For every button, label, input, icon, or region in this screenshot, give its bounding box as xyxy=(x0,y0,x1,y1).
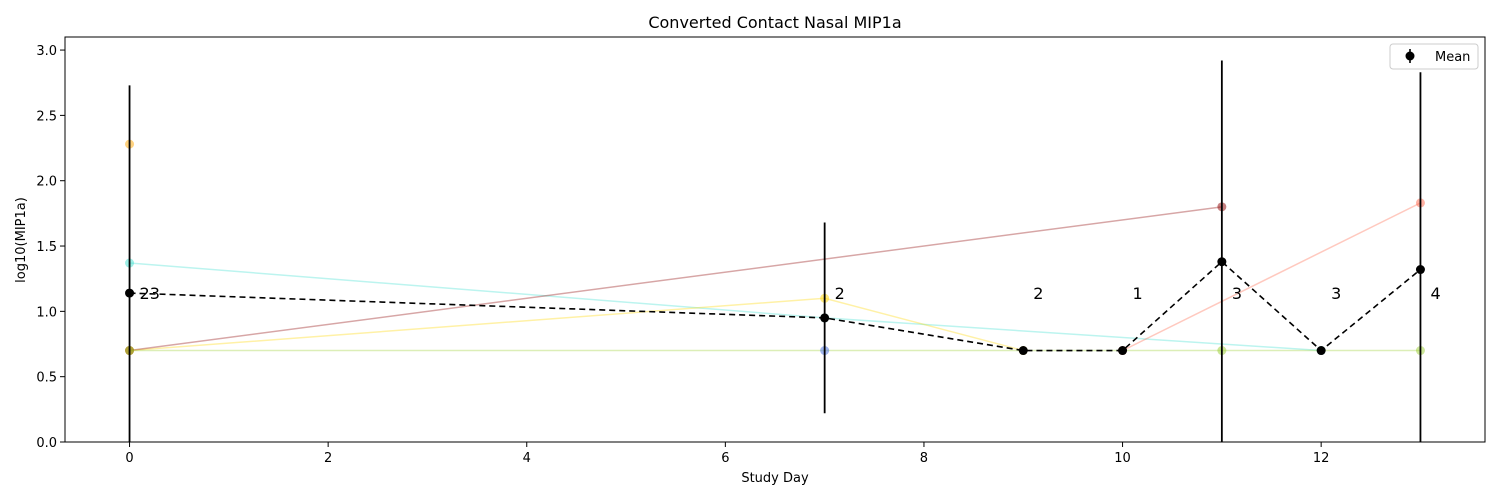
y-tick-label-0: 0.0 xyxy=(36,436,57,451)
mean-line xyxy=(129,260,1421,352)
mean-point-0 xyxy=(125,288,135,298)
mean-point-6 xyxy=(1415,265,1425,275)
legend-mean-marker xyxy=(1405,51,1415,61)
count-label-3: 1 xyxy=(1133,284,1143,303)
legend-frame xyxy=(1389,43,1479,70)
mean-point-2 xyxy=(1018,346,1028,356)
y-axis-label: log10(MIP1a) xyxy=(14,197,29,283)
mean-point-1 xyxy=(820,313,830,323)
subject-series-layer xyxy=(125,139,1425,356)
subject-line-1 xyxy=(129,297,1024,352)
mean-point-5 xyxy=(1316,346,1326,356)
count-label-6: 4 xyxy=(1430,284,1440,303)
subject-line-3 xyxy=(1122,202,1421,352)
x-axis-label: Study Day xyxy=(741,471,809,486)
legend-label: Mean xyxy=(1435,50,1470,65)
count-labels-layer: 23 2 2 1 3 3 4 xyxy=(140,284,1441,303)
x-tick-label-0: 0 xyxy=(125,451,133,466)
axis-ticks-layer: 0 2 4 6 8 10 120.00.51.01.52.02.53.0 xyxy=(36,44,1329,466)
count-label-5: 3 xyxy=(1331,284,1341,303)
y-tick-label-5: 2.5 xyxy=(36,109,57,124)
count-label-1: 2 xyxy=(835,284,845,303)
y-tick-label-3: 1.5 xyxy=(36,240,57,255)
count-label-4: 3 xyxy=(1232,284,1242,303)
count-label-0: 23 xyxy=(140,284,160,303)
y-tick-label-6: 3.0 xyxy=(36,44,57,59)
mean-point-4 xyxy=(1217,257,1227,267)
x-tick-label-1: 2 xyxy=(324,451,332,466)
subject-line-2 xyxy=(129,206,1222,352)
y-tick-label-2: 1.0 xyxy=(36,305,57,320)
legend: Mean xyxy=(1389,43,1479,70)
y-tick-label-4: 2.0 xyxy=(36,175,57,190)
plot-area xyxy=(64,36,1486,443)
x-tick-label-3: 6 xyxy=(721,451,729,466)
y-tick-label-1: 0.5 xyxy=(36,371,57,386)
chart-title: Converted Contact Nasal MIP1a xyxy=(648,13,901,32)
count-label-2: 2 xyxy=(1033,284,1043,303)
x-tick-label-5: 10 xyxy=(1114,451,1131,466)
mean-point-3 xyxy=(1118,346,1128,356)
x-tick-label-2: 4 xyxy=(523,451,531,466)
mean-series-layer xyxy=(125,60,1425,442)
x-tick-label-6: 12 xyxy=(1313,451,1330,466)
x-tick-label-4: 8 xyxy=(920,451,928,466)
